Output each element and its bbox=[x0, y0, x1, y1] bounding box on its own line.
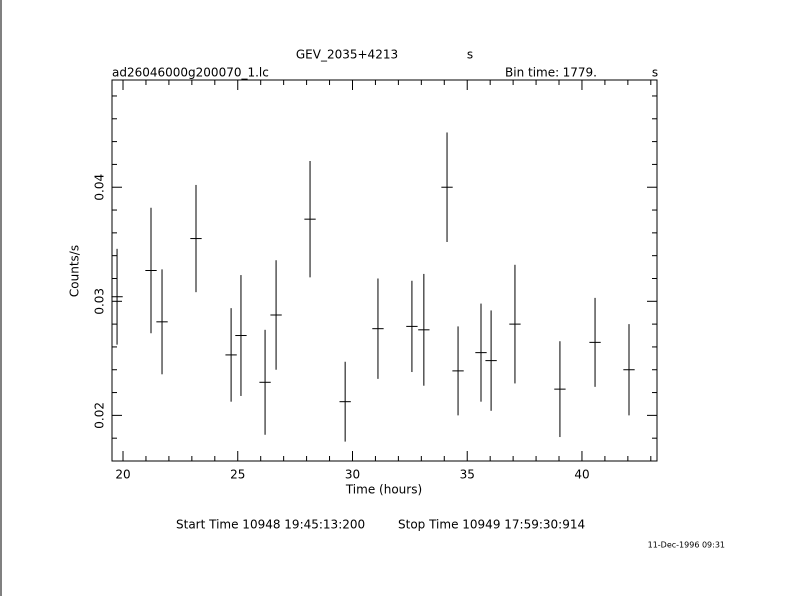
bin-time: 1779. bbox=[563, 66, 597, 80]
bin-time-label: Bin time: bbox=[505, 66, 559, 80]
y-tick-label: 0.02 bbox=[93, 402, 107, 429]
chart-title: GEV_2035+4213 bbox=[296, 48, 398, 62]
x-axis-label: Time (hours) bbox=[345, 483, 422, 497]
x-tick-label: 35 bbox=[460, 468, 475, 482]
file-label: ad26046000g200070_1.lc bbox=[112, 66, 269, 80]
bin-time-unit: s bbox=[652, 66, 658, 80]
x-tick-label: 40 bbox=[574, 468, 589, 482]
title-unit: s bbox=[467, 48, 473, 62]
x-tick-label: 20 bbox=[115, 468, 130, 482]
plot-frame bbox=[111, 79, 658, 462]
stop-time: Stop Time 10949 17:59:30:914 bbox=[398, 518, 585, 532]
y-tick-label: 0.04 bbox=[93, 174, 107, 201]
y-axis-label: Counts/s bbox=[68, 245, 82, 297]
y-tick-label: 0.03 bbox=[93, 288, 107, 315]
x-tick-label: 25 bbox=[230, 468, 245, 482]
start-time: Start Time 10948 19:45:13:200 bbox=[176, 518, 365, 532]
x-tick-label: 30 bbox=[345, 468, 360, 482]
date: 11-Dec-1996 09:31 bbox=[648, 541, 725, 550]
